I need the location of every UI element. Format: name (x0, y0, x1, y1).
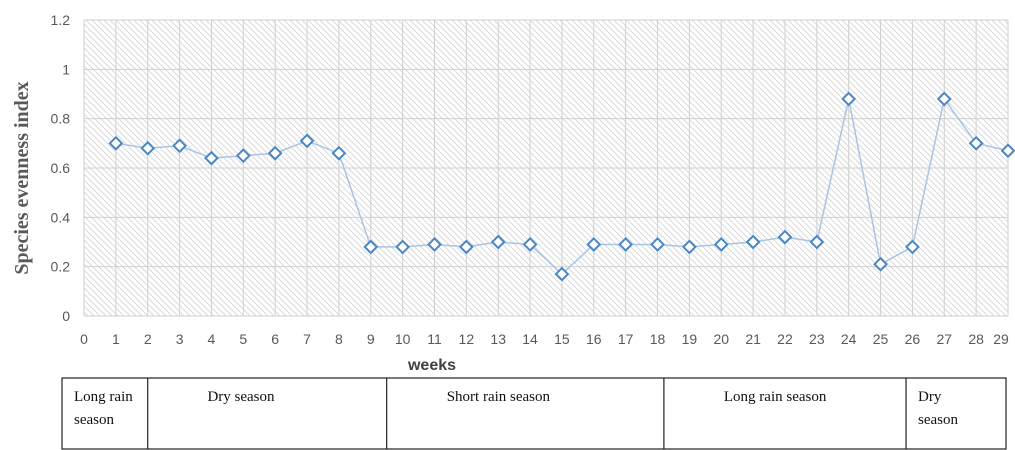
data-point (650, 237, 665, 252)
data-point (554, 266, 570, 282)
x-tick-label: 11 (427, 331, 442, 347)
x-tick-label: 12 (459, 331, 475, 347)
x-tick-label: 22 (777, 331, 793, 347)
data-point (363, 239, 379, 255)
data-point (427, 237, 442, 252)
data-points (108, 91, 1015, 282)
data-point (522, 237, 538, 252)
x-tick-label: 9 (367, 331, 375, 347)
y-tick-label: 0 (62, 308, 70, 324)
season-label: Dry season (207, 389, 275, 405)
season-label: Short rain season (447, 389, 551, 405)
x-axis-title: weeks (407, 357, 456, 374)
x-tick-label: 24 (841, 331, 857, 347)
grid (83, 19, 1009, 317)
data-point (681, 239, 697, 255)
y-tick-label: 1 (62, 61, 70, 77)
data-point (108, 135, 124, 151)
data-point (968, 135, 984, 151)
data-point (458, 239, 474, 255)
x-axis: 0 1 2 3 4 5 6 7 8 9 10 11 12 13 14 15 16 17 18 19 20 21 22 23 24… (80, 331, 1009, 347)
x-tick-label: 3 (176, 331, 184, 347)
x-tick-label: 7 (303, 331, 311, 347)
x-tick-label: 29 (993, 331, 1009, 347)
data-point (331, 145, 347, 161)
season-table: Long rain season Dry season Short rain seas… (61, 377, 1007, 450)
data-point (745, 234, 761, 250)
x-tick-label: 4 (208, 331, 216, 347)
x-tick-label: 0 (80, 331, 88, 347)
data-point (267, 145, 283, 161)
x-tick-label: 25 (873, 331, 889, 347)
data-point (204, 150, 219, 166)
x-tick-label: 17 (618, 331, 634, 347)
season-table-border (61, 377, 1007, 450)
x-tick-label: 14 (522, 331, 538, 347)
x-tick-label: 15 (554, 331, 570, 347)
x-tick-label: 28 (968, 331, 984, 347)
data-point (140, 140, 156, 156)
y-tick-label: 0.8 (51, 111, 71, 127)
x-tick-label: 21 (745, 331, 761, 347)
x-tick-label: 5 (239, 331, 247, 347)
x-tick-label: 26 (905, 331, 921, 347)
y-tick-label: 0.6 (51, 160, 71, 176)
y-axis-title: Species evenness index (11, 81, 33, 274)
data-point (713, 237, 729, 252)
data-point (809, 234, 825, 250)
y-tick-label: 1.2 (51, 12, 71, 28)
season-label: Long rain (74, 389, 133, 405)
x-tick-label: 10 (395, 331, 411, 347)
x-tick-label: 16 (586, 331, 602, 347)
data-point (873, 256, 888, 272)
x-tick-label: 20 (713, 331, 729, 347)
data-point (936, 91, 952, 107)
x-tick-label: 18 (650, 331, 666, 347)
data-point (618, 237, 634, 252)
y-tick-label: 0.4 (51, 209, 71, 225)
x-tick-label: 19 (682, 331, 698, 347)
data-point (395, 239, 411, 255)
data-point (586, 237, 602, 252)
y-axis: 0 0.2 0.4 0.6 0.8 1 1.2 (51, 12, 71, 324)
x-tick-label: 8 (335, 331, 343, 347)
season-label: season (918, 412, 958, 428)
x-tick-label: 6 (271, 331, 279, 347)
data-point (777, 229, 793, 245)
data-point (235, 148, 251, 164)
data-point (841, 91, 857, 107)
data-point (490, 234, 506, 250)
data-point (1000, 143, 1015, 159)
x-tick-label: 13 (490, 331, 506, 347)
data-point (904, 239, 920, 255)
season-label: Long rain season (724, 389, 827, 405)
season-label: season (74, 412, 114, 428)
data-point (299, 133, 315, 149)
season-label: Dry (918, 389, 942, 405)
x-tick-label: 1 (112, 331, 120, 347)
data-point (172, 138, 188, 154)
x-tick-label: 2 (144, 331, 152, 347)
y-tick-label: 0.2 (51, 259, 71, 275)
x-tick-label: 27 (936, 331, 952, 347)
x-tick-label: 23 (809, 331, 825, 347)
